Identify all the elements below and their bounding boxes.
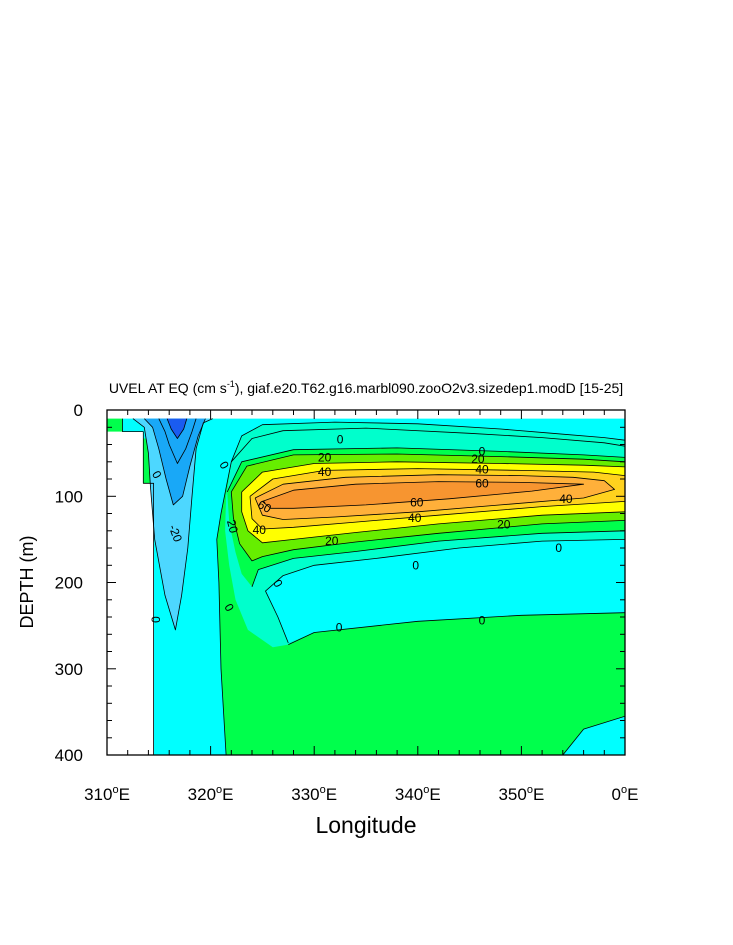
x-tick-label: 330oE xyxy=(291,784,337,804)
contour-label: 20 xyxy=(497,518,511,532)
x-tick-label: 350oE xyxy=(498,784,544,804)
contour-line xyxy=(288,612,625,645)
contour-label: 0 xyxy=(479,444,486,458)
contour-region--20_-10 xyxy=(132,418,213,630)
contour-line xyxy=(144,418,206,506)
contour-label: 60 xyxy=(255,497,274,516)
chart-title-unit-exponent: -1 xyxy=(227,379,235,389)
contour-line xyxy=(249,468,625,497)
contour-line xyxy=(166,418,188,439)
y-tick-label: 300 xyxy=(55,660,83,679)
contour-label: 40 xyxy=(408,511,422,525)
contour-label: 0 xyxy=(479,614,486,628)
x-tick-labels: 310oE 320oE 330oE 340oE 350oE 0oE xyxy=(84,784,638,804)
x-tick-label: 320oE xyxy=(188,784,234,804)
contour-region--40_-20 xyxy=(144,418,206,505)
chart-title-main: UVEL AT EQ (cm s xyxy=(109,380,227,396)
contour-line xyxy=(231,427,625,463)
contour-label: 40 xyxy=(318,465,332,479)
contour-line xyxy=(132,418,213,631)
y-tick-label: 0 xyxy=(74,401,83,420)
y-tick-label: 200 xyxy=(55,574,83,593)
x-tick-label: 310oE xyxy=(84,784,130,804)
contour-region-below_-40 xyxy=(167,418,187,439)
contour-label: 20 xyxy=(318,450,332,464)
contour-label: 20 xyxy=(224,518,241,535)
contour-label: 0 xyxy=(337,432,344,446)
contour-line xyxy=(251,530,625,587)
chart-title-rest: ), giaf.e20.T62.g16.marbl090.zooO2v3.siz… xyxy=(235,380,623,396)
contour-line xyxy=(230,453,625,493)
contour-line xyxy=(226,447,625,493)
contour-label: 60 xyxy=(410,495,424,509)
contour-line xyxy=(262,481,584,509)
y-tick-label: 100 xyxy=(55,487,83,506)
contour-fill-regions xyxy=(107,418,625,755)
contour-line xyxy=(122,418,155,755)
contour-lines xyxy=(122,418,625,755)
contour-line xyxy=(254,474,615,520)
contour-line xyxy=(249,496,625,530)
contour-label: 40 xyxy=(253,523,267,537)
contour-line xyxy=(230,491,625,562)
x-tick-label: 0oE xyxy=(612,784,639,804)
contour-label: 20 xyxy=(325,534,339,548)
contour-label: 60 xyxy=(475,476,489,490)
contour-line xyxy=(241,491,625,544)
contour-label: 0 xyxy=(555,541,562,555)
x-axis-label: Longitude xyxy=(315,812,416,838)
contour-region-above_60 xyxy=(262,481,584,509)
contour-label: -20 xyxy=(166,523,185,544)
y-tick-label: 400 xyxy=(55,746,83,765)
contour-line xyxy=(216,421,625,755)
contour-label: 0 xyxy=(336,620,343,634)
contour-region--40_-20 xyxy=(158,418,197,464)
contour-label: 20 xyxy=(471,452,485,466)
chart-title: UVEL AT EQ (cm s-1), giaf.e20.T62.g16.ma… xyxy=(109,379,623,396)
contour-line xyxy=(158,418,197,464)
contour-line xyxy=(562,715,625,755)
y-tick-labels: 0 100 200 300 400 xyxy=(55,401,83,765)
contour-label: 0 xyxy=(149,616,163,623)
contour-line xyxy=(265,539,625,644)
contour-label: 40 xyxy=(475,463,489,477)
axis-ticks xyxy=(106,409,626,756)
x-tick-label: 340oE xyxy=(395,784,441,804)
y-axis-label: DEPTH (m) xyxy=(17,536,37,629)
contour-line xyxy=(241,461,625,493)
contour-region-10_20 xyxy=(107,418,123,432)
contour-label: 0 xyxy=(412,558,419,572)
contour-label: 40 xyxy=(559,492,573,506)
